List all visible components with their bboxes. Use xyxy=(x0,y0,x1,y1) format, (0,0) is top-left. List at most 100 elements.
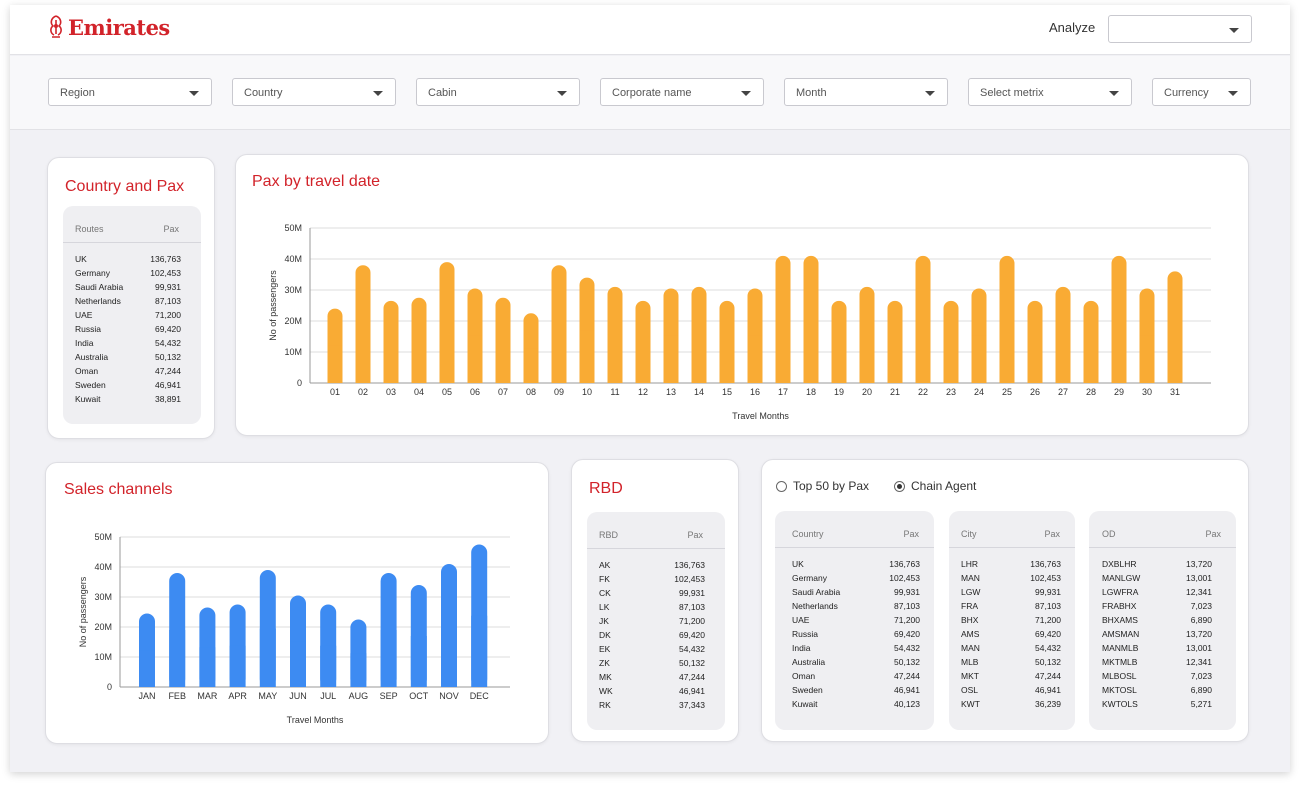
filter-label: Cabin xyxy=(428,87,457,99)
chart-bar-base xyxy=(1111,319,1127,383)
chart-bar-base xyxy=(1167,327,1183,383)
metric-filter[interactable]: Select metrix xyxy=(968,78,1132,106)
currency-filter[interactable]: Currency xyxy=(1152,78,1251,106)
radio-unchecked-icon xyxy=(776,480,787,492)
chart-bar-base xyxy=(691,334,707,383)
y-tick-label: 30M xyxy=(284,285,302,295)
chart-bar-base xyxy=(1083,341,1099,383)
x-tick-label: 24 xyxy=(974,387,984,397)
region-filter[interactable]: Region xyxy=(48,78,212,106)
row-key: LK xyxy=(599,602,610,612)
table-row: LK 87,103 xyxy=(587,602,725,616)
table-row: Australia 50,132 xyxy=(63,352,201,366)
x-tick-label: 29 xyxy=(1114,387,1124,397)
table-row: KWT 36,239 xyxy=(949,699,1075,713)
row-key: KWTOLS xyxy=(1102,699,1138,709)
row-key: Netherlands xyxy=(75,296,121,306)
row-value: 7,023 xyxy=(1190,671,1212,681)
x-tick-label: 04 xyxy=(414,387,424,397)
row-value: 12,341 xyxy=(1186,657,1212,667)
chart-bar-base xyxy=(523,348,539,383)
row-value: 47,244 xyxy=(679,672,705,682)
chart-bar-base xyxy=(229,645,246,687)
row-key: Russia xyxy=(792,629,818,639)
chart-bar-base xyxy=(915,319,931,383)
chart-bar-base xyxy=(887,341,903,383)
row-value: 99,931 xyxy=(679,588,705,598)
x-tick-label: DEC xyxy=(470,691,490,701)
x-tick-label: 15 xyxy=(722,387,732,397)
radio-chain-agent[interactable]: Chain Agent xyxy=(894,479,976,493)
analyze-label: Analyze xyxy=(1049,20,1096,35)
chart-bar-base xyxy=(495,340,511,383)
table-row: Saudi Arabia 99,931 xyxy=(63,282,201,296)
table-row: UAE 71,200 xyxy=(775,615,934,629)
country-filter[interactable]: Country xyxy=(232,78,396,106)
table-row: DK 69,420 xyxy=(587,630,725,644)
emirates-logo[interactable]: Emirates xyxy=(48,14,170,40)
radio-label: Chain Agent xyxy=(911,479,977,493)
chart-bar-base xyxy=(139,650,155,687)
x-tick-label: SEP xyxy=(380,691,398,701)
row-key: FRA xyxy=(961,601,978,611)
chart-bar-base xyxy=(719,341,735,383)
row-value: 102,453 xyxy=(674,574,705,584)
cabin-filter[interactable]: Cabin xyxy=(416,78,580,106)
table-row: Kuwait 38,891 xyxy=(63,394,201,408)
row-key: Sweden xyxy=(75,380,106,390)
x-tick-label: 12 xyxy=(638,387,648,397)
table-row: Kuwait 40,123 xyxy=(775,699,934,713)
chevron-down-icon xyxy=(1228,91,1238,96)
row-key: AMS xyxy=(961,629,980,639)
x-tick-label: 05 xyxy=(442,387,452,397)
row-key: Kuwait xyxy=(75,394,101,404)
x-tick-label: 10 xyxy=(582,387,592,397)
row-value: 7,023 xyxy=(1190,601,1212,611)
chart-bar-base xyxy=(259,628,276,687)
column-header-od: OD xyxy=(1102,529,1116,539)
month-filter[interactable]: Month xyxy=(784,78,948,106)
row-key: BHX xyxy=(961,615,979,625)
row-value: 87,103 xyxy=(894,601,920,611)
table-row: MKTMLB 12,341 xyxy=(1089,657,1236,671)
filter-label: Currency xyxy=(1164,87,1209,99)
x-tick-label: 27 xyxy=(1058,387,1068,397)
table-row: BHX 71,200 xyxy=(949,615,1075,629)
row-value: 13,001 xyxy=(1186,643,1212,653)
row-key: Sweden xyxy=(792,685,823,695)
chart-bar-base xyxy=(1055,334,1071,383)
top-city-table: City Pax LHR 136,763 MAN 102,453 LGW 99,931 FR… xyxy=(949,511,1075,730)
row-key: MKTOSL xyxy=(1102,685,1137,695)
filter-label: Corporate name xyxy=(612,87,692,99)
y-tick-label: 20M xyxy=(94,622,112,632)
table-row: Germany 102,453 xyxy=(775,573,934,587)
chart-bar-base xyxy=(199,647,216,687)
radio-top50-by-pax[interactable]: Top 50 by Pax xyxy=(776,479,869,493)
row-key: UAE xyxy=(75,310,93,320)
table-row: DXBLHR 13,720 xyxy=(1089,559,1236,573)
analyze-dropdown[interactable] xyxy=(1108,15,1252,43)
x-tick-label: 22 xyxy=(918,387,928,397)
chart-bar-base xyxy=(579,330,595,383)
row-key: MLBOSL xyxy=(1102,671,1137,681)
y-tick-label: 50M xyxy=(284,223,302,233)
card-title: RBD xyxy=(589,480,623,497)
row-value: 87,103 xyxy=(679,602,705,612)
table-header: OD Pax xyxy=(1089,511,1236,548)
corporate-name-filter[interactable]: Corporate name xyxy=(600,78,764,106)
row-value: 38,891 xyxy=(155,394,181,404)
top-od-table: OD Pax DXBLHR 13,720 MANLGW 13,001 LGWFRA 12,… xyxy=(1089,511,1236,730)
chart-bar-base xyxy=(350,653,367,687)
row-value: 87,103 xyxy=(155,296,181,306)
x-tick-label: 09 xyxy=(554,387,564,397)
x-tick-label: APR xyxy=(228,691,247,701)
x-tick-label: JUL xyxy=(320,691,336,701)
table-row: UAE 71,200 xyxy=(63,310,201,324)
x-tick-label: 14 xyxy=(694,387,704,397)
row-value: 102,453 xyxy=(150,268,181,278)
y-tick-label: 0 xyxy=(297,378,302,388)
x-tick-label: JUN xyxy=(289,691,307,701)
row-key: DK xyxy=(599,630,611,640)
row-value: 47,244 xyxy=(1035,671,1061,681)
column-header-pax: Pax xyxy=(687,530,703,540)
